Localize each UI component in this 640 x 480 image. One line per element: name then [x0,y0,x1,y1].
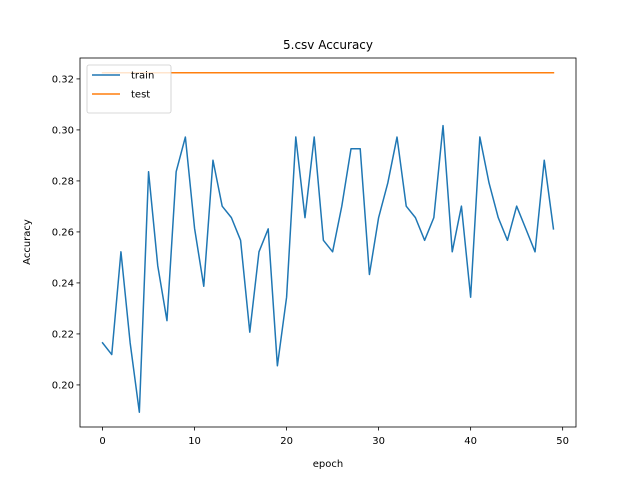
x-axis-label: epoch [313,459,343,470]
x-tick-label: 20 [280,436,293,447]
y-tick-label: 0.22 [52,329,74,340]
legend-box [86,64,172,114]
y-axis-label: Accuracy [22,219,33,265]
chart-title: 5.csv Accuracy [283,38,373,52]
y-tick-label: 0.30 [52,125,74,136]
x-tick-label: 30 [372,436,385,447]
y-axis: 0.20 0.22 0.24 0.26 0.28 0.30 0.32 [52,74,80,391]
x-tick-label: 40 [464,436,477,447]
legend: train test [86,64,172,114]
plot-area [101,72,555,413]
series-line-train [101,124,555,413]
x-tick-label: 50 [556,436,569,447]
y-tick-label: 0.28 [52,176,74,187]
y-tick-label: 0.32 [52,74,74,85]
y-tick-label: 0.26 [52,227,74,238]
legend-label-test: test [131,90,150,101]
x-axis: 0 10 20 30 40 50 [99,427,569,447]
y-tick-label: 0.20 [52,380,74,391]
x-tick-label: 0 [99,436,105,447]
x-tick-label: 10 [188,436,201,447]
legend-label-train: train [131,71,154,82]
y-tick-label: 0.24 [52,278,74,289]
plot-frame [79,57,577,428]
